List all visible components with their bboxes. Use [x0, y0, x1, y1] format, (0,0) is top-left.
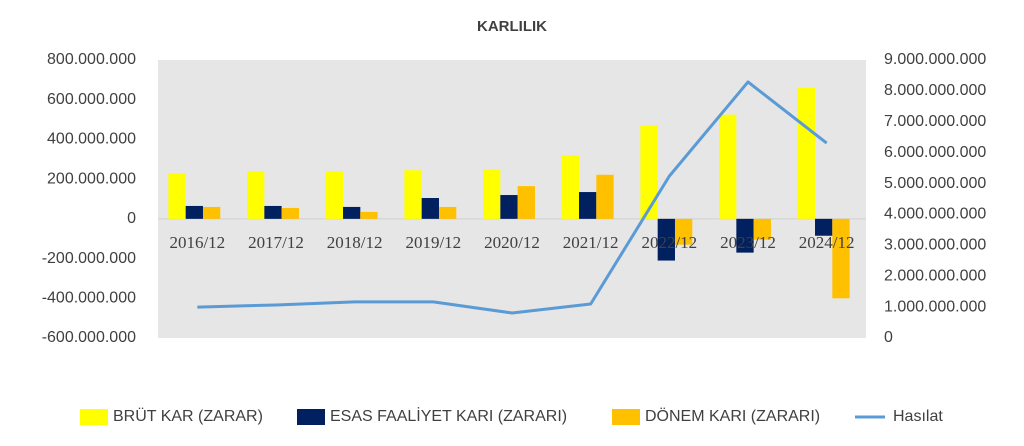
bar [640, 125, 658, 219]
x-tick-label: 2023/12 [720, 233, 776, 252]
y-tick-label: 200.000.000 [47, 170, 136, 187]
y2-tick-label: 5.000.000.000 [884, 175, 986, 192]
y-tick-label: 800.000.000 [47, 51, 136, 68]
bar [579, 192, 597, 219]
bar [657, 218, 675, 261]
x-tick-label: 2024/12 [799, 233, 855, 252]
legend-swatch [612, 409, 640, 425]
bar [281, 207, 299, 219]
legend-label: ESAS FAALİYET KARI (ZARARI) [330, 406, 567, 425]
bar [360, 211, 378, 219]
bar [719, 114, 737, 219]
bar [168, 173, 186, 219]
y2-tick-label: 2.000.000.000 [884, 267, 986, 284]
y-tick-label: 400.000.000 [47, 131, 136, 148]
x-tick-label: 2022/12 [641, 233, 697, 252]
bar [815, 218, 833, 236]
chart-title: KARLILIK [477, 18, 547, 35]
y2-tick-label: 6.000.000.000 [884, 144, 986, 161]
bar [438, 206, 457, 219]
bar [832, 218, 850, 299]
y2-tick-label: 8.000.000.000 [884, 82, 986, 99]
y-tick-label: 0 [127, 210, 136, 227]
bar [404, 170, 422, 219]
legend-swatch [80, 409, 108, 425]
x-tick-label: 2017/12 [248, 233, 304, 252]
y2-tick-label: 7.000.000.000 [884, 113, 986, 130]
bar [736, 218, 754, 253]
bar [517, 186, 535, 219]
y-tick-label: 600.000.000 [47, 91, 136, 108]
y2-tick-label: 9.000.000.000 [884, 51, 986, 68]
bar [561, 155, 580, 219]
legend-label: Hasılat [893, 408, 943, 425]
line [197, 80, 828, 315]
bar [185, 205, 203, 219]
bar [421, 198, 439, 219]
bar [674, 218, 693, 245]
y2-tick-label: 1.000.000.000 [884, 298, 986, 315]
legend-label: BRÜT KAR (ZARAR) [113, 407, 263, 425]
legend-swatch [297, 409, 325, 425]
y-tick-label: -600.000.000 [42, 329, 136, 346]
bar [797, 87, 816, 219]
bar [753, 218, 771, 240]
bar [264, 205, 282, 219]
y2-tick-label: 4.000.000.000 [884, 206, 986, 223]
bar [202, 206, 221, 219]
y-tick-label: -200.000.000 [42, 250, 136, 267]
bar [500, 195, 518, 219]
y2-tick-label: 3.000.000.000 [884, 237, 986, 254]
x-tick-label: 2021/12 [563, 233, 619, 252]
x-tick-label: 2019/12 [405, 233, 461, 252]
bar [343, 206, 361, 219]
x-tick-label: 2016/12 [169, 233, 225, 252]
y-tick-label: -400.000.000 [42, 290, 136, 307]
bar [325, 171, 344, 219]
bar [483, 169, 501, 219]
bar [596, 174, 614, 219]
y2-tick-label: 0 [884, 329, 893, 346]
bar [247, 171, 265, 219]
x-tick-label: 2018/12 [327, 233, 383, 252]
x-tick-label: 2020/12 [484, 233, 540, 252]
legend-label: DÖNEM KARI (ZARARI) [645, 407, 820, 425]
